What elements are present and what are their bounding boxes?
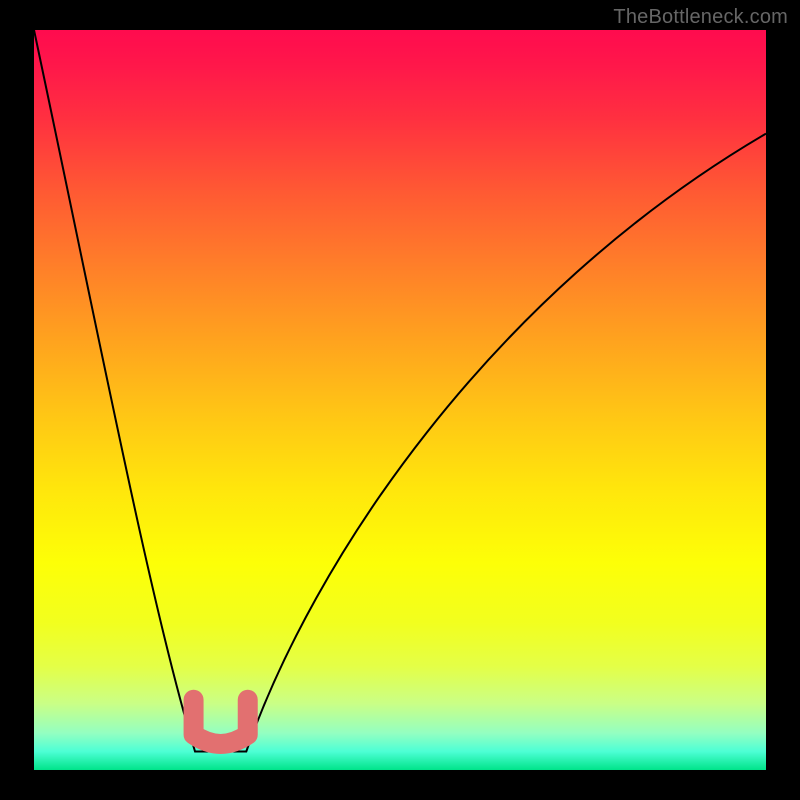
gradient-background	[34, 30, 766, 770]
chart-container: { "watermark": { "text": "TheBottleneck.…	[0, 0, 800, 800]
bottleneck-chart	[0, 0, 800, 800]
watermark-text: TheBottleneck.com	[613, 6, 788, 29]
